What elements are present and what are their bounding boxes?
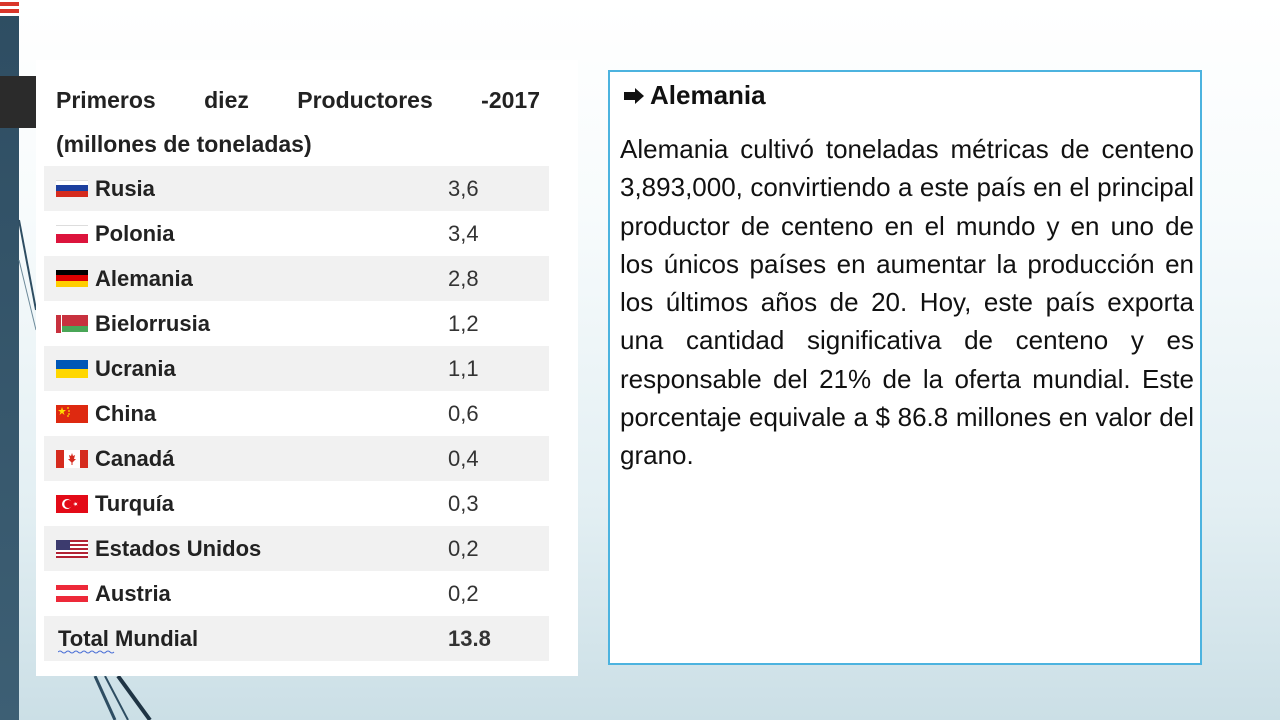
- production-value: 3,6: [448, 175, 479, 201]
- production-value: 2,8: [448, 265, 479, 291]
- production-value: 1,2: [448, 310, 479, 336]
- spellcheck-underline: [58, 650, 115, 654]
- production-value: 3,4: [448, 220, 479, 246]
- country-name: Polonia: [95, 220, 175, 246]
- header-word: diez: [204, 87, 249, 113]
- country-name: Bielorrusia: [95, 310, 210, 336]
- belarus-flag-icon: [56, 314, 88, 333]
- germany-flag-icon: [56, 269, 88, 288]
- ukraine-flag-icon: [56, 359, 88, 378]
- austria-flag-icon: [56, 584, 88, 603]
- turkey-flag-icon: [56, 494, 88, 513]
- table-row: Turquía 0,3: [44, 481, 549, 526]
- production-value: 0,6: [448, 400, 479, 426]
- arrow-bullet-icon: [622, 80, 650, 111]
- total-value: 13.8: [448, 625, 491, 651]
- country-name: Rusia: [95, 175, 155, 201]
- country-name: Ucrania: [95, 355, 176, 381]
- country-name: Turquía: [95, 490, 175, 516]
- country-name: Estados Unidos: [95, 535, 262, 561]
- production-value: 0,4: [448, 445, 479, 471]
- russia-flag-icon: [56, 179, 88, 198]
- header-word: Primeros: [56, 87, 156, 113]
- table-row: Polonia 3,4: [44, 211, 549, 256]
- table-row: Estados Unidos 0,2: [44, 526, 549, 571]
- country-name: Canadá: [95, 445, 175, 471]
- production-value: 1,1: [448, 355, 479, 381]
- country-name: Alemania: [95, 265, 193, 291]
- info-heading-text: Alemania: [650, 80, 766, 110]
- table-row: China 0,6: [44, 391, 549, 436]
- poland-flag-icon: [56, 224, 88, 243]
- slide-left-bar: [0, 0, 19, 720]
- china-flag-icon: [56, 404, 88, 423]
- corner-stripes-decoration: [0, 0, 19, 16]
- table-rows: Rusia 3,6 Polonia 3,4 Alemania 2,8 B: [44, 166, 549, 661]
- info-text-box: Alemania Alemania cultivó toneladas métr…: [608, 70, 1202, 665]
- table-row: Austria 0,2: [44, 571, 549, 616]
- table-row: Ucrania 1,1: [44, 346, 549, 391]
- production-value: 0,2: [448, 580, 479, 606]
- country-name: China: [95, 400, 157, 426]
- dark-accent-block: [0, 76, 36, 128]
- usa-flag-icon: [56, 539, 88, 558]
- header-word: Productores: [297, 87, 433, 113]
- table-subheader: (millones de toneladas): [56, 131, 312, 157]
- country-name: Austria: [95, 580, 171, 606]
- info-paragraph: Alemania cultivó toneladas métricas de c…: [620, 134, 1194, 471]
- table-row: Rusia 3,6: [44, 166, 549, 211]
- table-row: Canadá 0,4: [44, 436, 549, 481]
- canada-flag-icon: [56, 449, 88, 468]
- table-header: Primeros diez Productores -2017 (millone…: [56, 78, 540, 166]
- total-label: Total Mundial: [58, 625, 199, 651]
- header-word: -2017: [481, 87, 540, 113]
- producers-table: Primeros diez Productores -2017 (millone…: [36, 60, 578, 676]
- production-value: 0,2: [448, 535, 479, 561]
- table-total-row: Total Mundial 13.8: [44, 616, 549, 661]
- table-row: Bielorrusia 1,2: [44, 301, 549, 346]
- production-value: 0,3: [448, 490, 479, 516]
- decorative-lines: [18, 219, 152, 720]
- info-heading: Alemania: [622, 80, 766, 111]
- table-row: Alemania 2,8: [44, 256, 549, 301]
